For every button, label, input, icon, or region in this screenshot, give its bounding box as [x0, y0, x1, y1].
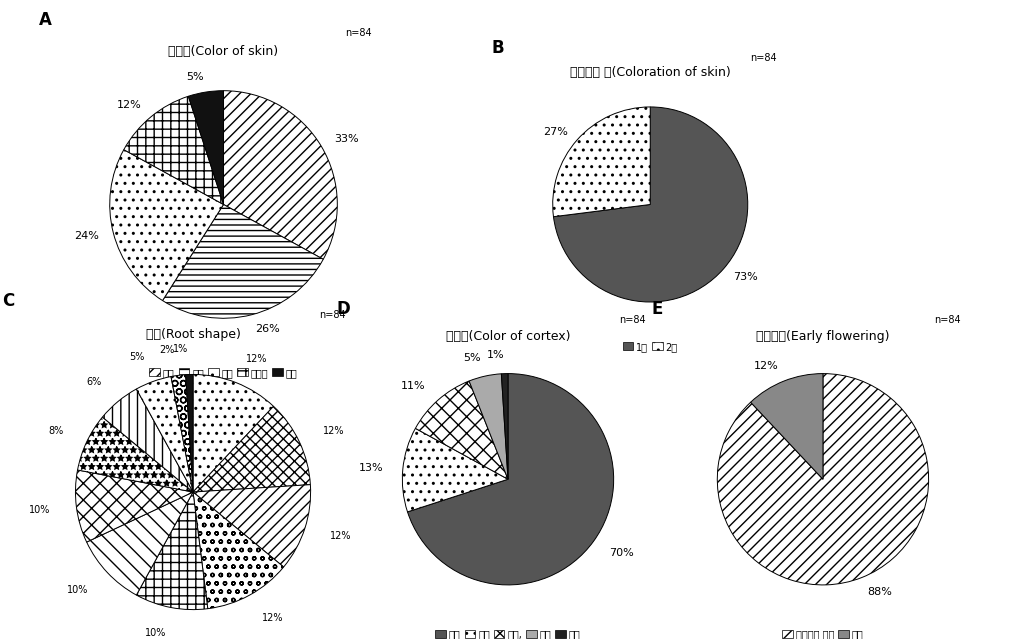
Wedge shape — [110, 150, 224, 300]
Text: 33%: 33% — [334, 134, 359, 144]
Wedge shape — [554, 107, 748, 302]
Legend: 개화하지 않음, 개화: 개화하지 않음, 개화 — [778, 626, 868, 639]
Title: 근형(Root shape): 근형(Root shape) — [145, 328, 241, 341]
Wedge shape — [188, 91, 224, 204]
Text: 6%: 6% — [86, 376, 102, 387]
Wedge shape — [501, 374, 508, 479]
Text: n=84: n=84 — [619, 316, 645, 325]
Text: 1%: 1% — [174, 344, 189, 353]
Text: C: C — [2, 292, 14, 310]
Wedge shape — [171, 374, 193, 492]
Wedge shape — [77, 417, 193, 492]
Title: 근피색의 수(Coloration of skin): 근피색의 수(Coloration of skin) — [570, 66, 731, 79]
Text: 1%: 1% — [487, 350, 504, 360]
Text: n=84: n=84 — [344, 28, 372, 38]
Text: n=84: n=84 — [319, 310, 345, 320]
Wedge shape — [224, 91, 337, 259]
Legend: 1개, 2개: 1개, 2개 — [619, 338, 682, 356]
Text: 12%: 12% — [262, 613, 283, 623]
Text: 10%: 10% — [67, 585, 88, 595]
Text: 12%: 12% — [329, 532, 351, 541]
Legend: 흰색, 미색, 녹색,, 적색, 보라: 흰색, 미색, 녹색,, 적색, 보라 — [432, 626, 584, 639]
Text: 11%: 11% — [401, 381, 426, 390]
Text: 12%: 12% — [117, 100, 141, 111]
Text: 10%: 10% — [145, 628, 167, 638]
Title: 조기개화(Early flowering): 조기개화(Early flowering) — [756, 330, 890, 343]
Text: 12%: 12% — [754, 361, 778, 371]
Text: 70%: 70% — [609, 548, 634, 558]
Title: 근피색(Color of skin): 근피색(Color of skin) — [169, 45, 278, 58]
Text: 26%: 26% — [255, 324, 280, 334]
Text: 5%: 5% — [463, 353, 481, 362]
Text: 13%: 13% — [360, 463, 384, 472]
Wedge shape — [469, 374, 508, 479]
Text: D: D — [336, 300, 351, 318]
Text: 8%: 8% — [48, 426, 63, 436]
Text: 10%: 10% — [29, 505, 51, 515]
Wedge shape — [136, 376, 193, 492]
Text: n=84: n=84 — [751, 53, 777, 63]
Wedge shape — [416, 381, 508, 479]
Text: 88%: 88% — [868, 587, 893, 597]
Wedge shape — [402, 428, 508, 512]
Wedge shape — [75, 470, 193, 542]
Wedge shape — [186, 374, 193, 492]
Legend: 흰색, 녹색, 적색, 보라색, 흑색: 흰색, 녹색, 적색, 보라색, 흑색 — [145, 364, 302, 381]
Wedge shape — [717, 374, 929, 585]
Text: A: A — [39, 11, 52, 29]
Text: 24%: 24% — [74, 231, 99, 242]
Wedge shape — [751, 374, 823, 479]
Wedge shape — [407, 374, 614, 585]
Text: 5%: 5% — [186, 72, 203, 82]
Wedge shape — [553, 107, 650, 217]
Text: E: E — [651, 300, 662, 318]
Text: 5%: 5% — [129, 352, 144, 362]
Text: 12%: 12% — [246, 353, 267, 364]
Wedge shape — [124, 96, 224, 204]
Text: 12%: 12% — [323, 426, 344, 436]
Wedge shape — [193, 406, 310, 492]
Wedge shape — [193, 374, 273, 492]
Wedge shape — [103, 389, 193, 492]
Wedge shape — [193, 492, 283, 609]
Text: 27%: 27% — [543, 127, 568, 137]
Text: B: B — [492, 39, 504, 57]
Text: 2%: 2% — [160, 344, 175, 355]
Text: n=84: n=84 — [934, 316, 960, 325]
Wedge shape — [163, 204, 323, 318]
Text: 73%: 73% — [733, 272, 758, 282]
Wedge shape — [136, 492, 208, 610]
Wedge shape — [193, 484, 311, 567]
Title: 근육색(Color of cortex): 근육색(Color of cortex) — [446, 330, 570, 343]
Wedge shape — [86, 492, 193, 595]
